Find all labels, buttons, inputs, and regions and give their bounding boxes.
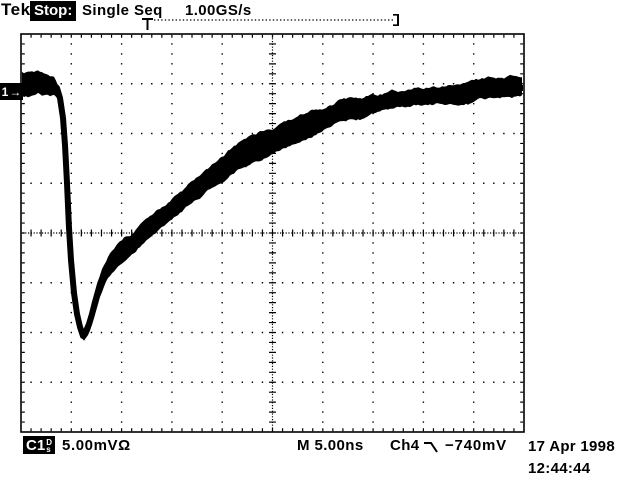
channel1-vertical-scale-readout: 5.00mVΩ [62,437,131,454]
channel1-readout-badge: C1 D s [23,436,55,454]
graticule [20,33,525,433]
acquisition-mode-label: Single Seq [82,2,163,19]
trigger-level-readout: −740mV [445,437,507,454]
datetime-readout: 17 Apr 1998 12:44:44 [528,436,615,480]
date-label: 17 Apr 1998 [528,438,615,455]
channel1-badge-label: C1 [26,436,46,454]
badge-sub: s [46,445,51,454]
brand-logo: Tek [1,0,31,19]
channel1-position-marker: 1 → [0,83,23,100]
falling-edge-trigger-icon [424,442,438,453]
channel1-badge-mode-icon: D s [46,438,52,454]
acquisition-window-indicator [142,14,399,30]
right-arrow-icon: → [9,84,22,99]
sample-rate-label: 1.00GS/s [185,2,252,19]
channel1-number: 1 [1,84,9,99]
time-label: 12:44:44 [528,460,591,477]
timebase-readout: M 5.00ns [297,437,364,454]
badge-sup: D [46,438,52,447]
acquisition-status-badge: Stop: [30,1,77,21]
trigger-source-readout: Ch4 [390,437,420,454]
ch1-waveform-trace [21,70,523,341]
